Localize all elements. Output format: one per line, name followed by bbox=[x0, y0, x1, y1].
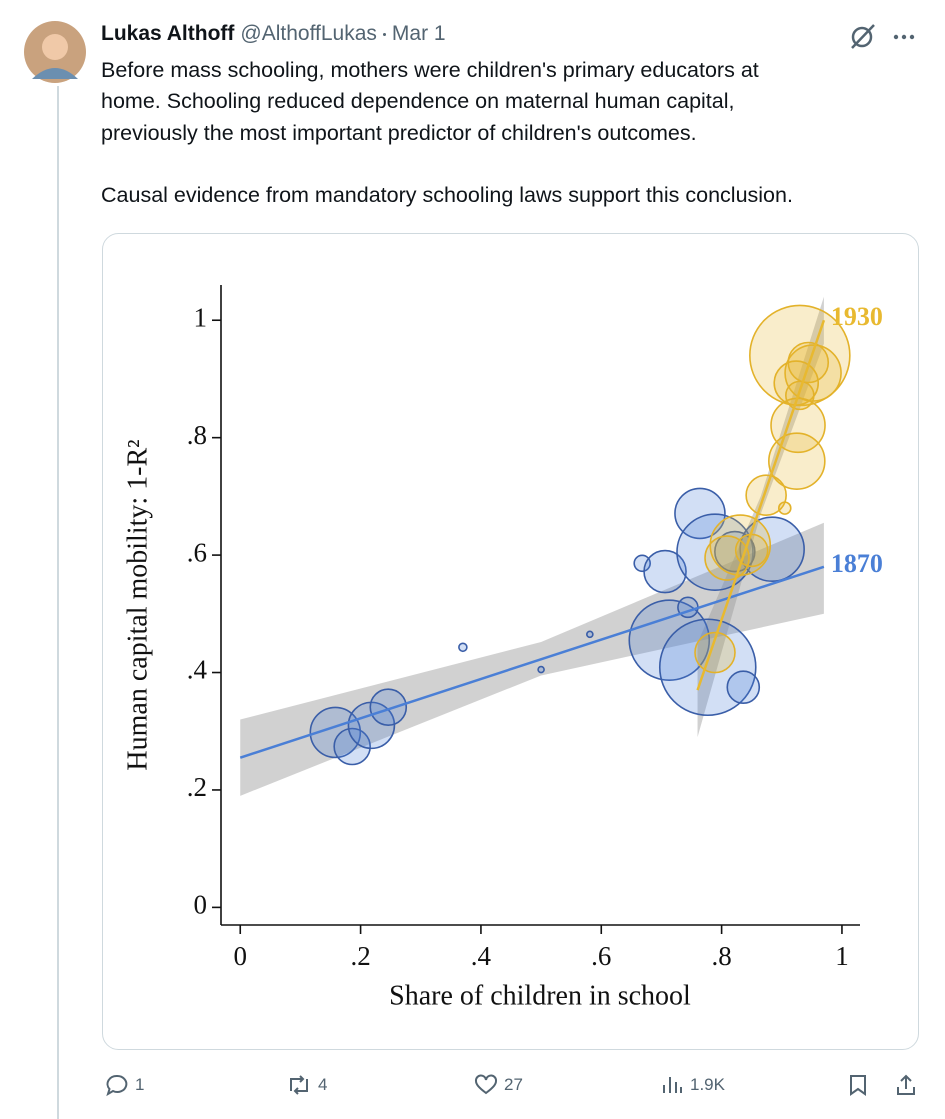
bubble bbox=[369, 688, 408, 726]
tweet-text: previously the most important predictor … bbox=[101, 121, 697, 145]
fit-line bbox=[696, 319, 826, 691]
y-tick-label: 1 bbox=[194, 302, 208, 332]
x-axis-title: Share of children in school bbox=[389, 980, 691, 1011]
bubble bbox=[633, 554, 651, 573]
repost-icon bbox=[290, 1075, 308, 1095]
bubble bbox=[643, 549, 687, 594]
bubble bbox=[768, 432, 826, 490]
y-tick-label: 0 bbox=[194, 890, 208, 920]
thread-line bbox=[57, 86, 59, 1119]
views-count: 1.9K bbox=[690, 1075, 725, 1094]
bubble bbox=[726, 670, 761, 705]
reply-button[interactable]: 1 bbox=[105, 1073, 144, 1097]
bubble bbox=[777, 501, 792, 515]
reply-count: 1 bbox=[135, 1075, 145, 1094]
author-handle[interactable]: @AlthoffLukas bbox=[240, 22, 377, 45]
y-tick-label: .6 bbox=[187, 537, 207, 567]
bubble bbox=[714, 530, 756, 573]
media-card[interactable] bbox=[102, 233, 919, 1050]
axes bbox=[212, 285, 860, 934]
tweet-text: Causal evidence from mandatory schooling… bbox=[101, 183, 793, 207]
tweet-text: Before mass schooling, mothers were chil… bbox=[101, 58, 759, 82]
bubble bbox=[658, 618, 757, 717]
bubble bbox=[458, 642, 468, 653]
bookmark-button[interactable] bbox=[846, 1073, 870, 1097]
series-label: 1870 bbox=[831, 549, 883, 578]
like-count: 27 bbox=[504, 1075, 523, 1094]
bubble bbox=[745, 474, 787, 517]
bubble bbox=[785, 380, 815, 411]
bubble bbox=[628, 599, 711, 682]
bubble bbox=[537, 665, 545, 674]
y-tick-label: .2 bbox=[187, 772, 207, 802]
reply-icon bbox=[106, 1074, 128, 1097]
views-button[interactable]: 1.9K bbox=[660, 1073, 725, 1097]
repost-count: 4 bbox=[318, 1075, 328, 1094]
share-button[interactable] bbox=[894, 1073, 918, 1097]
date[interactable]: Mar 1 bbox=[391, 22, 446, 45]
fit-line bbox=[239, 565, 825, 759]
bubble bbox=[694, 631, 736, 674]
top-icons bbox=[851, 24, 915, 49]
y-tick-label: .8 bbox=[187, 420, 207, 450]
like-icon bbox=[475, 1074, 497, 1095]
views-icon bbox=[663, 1077, 682, 1093]
author-name[interactable]: Lukas Althoff bbox=[101, 22, 235, 45]
series-label: 1930 bbox=[831, 302, 883, 331]
separator bbox=[382, 32, 386, 36]
x-tick-label: .2 bbox=[350, 941, 370, 971]
grok-icon[interactable] bbox=[851, 24, 875, 49]
tweet-text: home. Schooling reduced dependence on ma… bbox=[101, 89, 735, 113]
chart: 0 .2 .4 .6 .8 1 0 .2 .4 .6 .8 1 Share of children in… bbox=[102, 233, 919, 1050]
y-axis-title: Human capital mobility: 1-R² bbox=[122, 439, 153, 770]
x-tick-label: .8 bbox=[711, 941, 731, 971]
y-tick-label: .4 bbox=[187, 655, 208, 685]
more-icon[interactable] bbox=[893, 34, 915, 40]
x-tick-label: 0 bbox=[234, 941, 248, 971]
x-tick-label: 1 bbox=[835, 941, 849, 971]
bubble bbox=[333, 727, 371, 766]
x-tick-label: .4 bbox=[471, 941, 492, 971]
tweet-header: Lukas Althoff @AlthoffLukas Mar 1 bbox=[101, 22, 446, 46]
x-tick-label: .6 bbox=[591, 941, 611, 971]
like-button[interactable]: 27 bbox=[474, 1073, 523, 1097]
repost-button[interactable]: 4 bbox=[286, 1073, 327, 1097]
bubble bbox=[586, 630, 594, 639]
bubble bbox=[309, 706, 362, 759]
avatar[interactable] bbox=[24, 21, 86, 83]
confidence-band bbox=[240, 522, 824, 796]
